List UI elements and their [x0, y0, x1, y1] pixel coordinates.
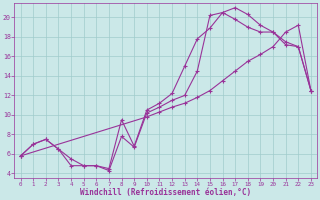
X-axis label: Windchill (Refroidissement éolien,°C): Windchill (Refroidissement éolien,°C) [80, 188, 251, 197]
